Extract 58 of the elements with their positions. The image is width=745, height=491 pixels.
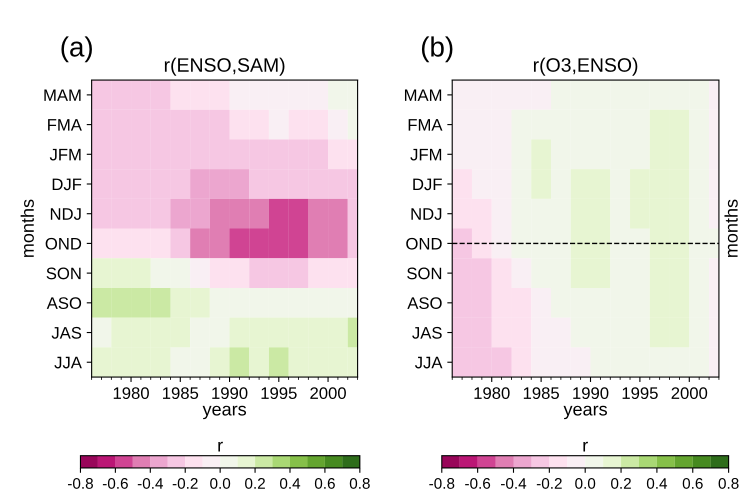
color-bar-label: 0.2 xyxy=(611,478,631,489)
y-tick-label: SON xyxy=(407,268,442,280)
y-axis-title: months xyxy=(20,200,34,257)
color-bar-label: -0.4 xyxy=(501,478,526,489)
x-tick-label: 1980 xyxy=(474,387,510,400)
color-bar-label: 0.2 xyxy=(245,478,265,489)
y-tick-label: OND xyxy=(46,238,82,250)
color-bar-label: -0.4 xyxy=(138,478,164,489)
color-bar-label: -0.2 xyxy=(172,478,198,489)
color-bar-label: 0.6 xyxy=(314,478,335,489)
color-bar-label: -0.6 xyxy=(465,478,490,489)
y-tick-label: JFM xyxy=(410,148,442,160)
color-bar-label: -0.8 xyxy=(429,478,454,489)
y-tick-label: JAS xyxy=(412,326,442,339)
y-tick-label: DJF xyxy=(413,178,442,190)
x-tick-label: 1985 xyxy=(163,387,198,400)
x-axis-title: years xyxy=(202,406,246,420)
x-tick-label: 1985 xyxy=(524,387,559,400)
y-tick-label: OND xyxy=(406,238,442,250)
color-bar-label: 0.0 xyxy=(575,478,596,489)
y-tick-label: JFM xyxy=(50,148,81,160)
y-axis-title: months xyxy=(724,200,738,257)
color-bar-label: 0.4 xyxy=(646,478,668,489)
color-bar-label: -0.6 xyxy=(102,478,128,489)
x-tick-label: 1995 xyxy=(622,387,658,400)
y-tick-label: MAM xyxy=(44,89,81,101)
y-tick-label: SON xyxy=(46,268,81,280)
text: (a) xyxy=(61,36,92,62)
y-tick-label: JJA xyxy=(414,356,442,368)
x-axis-title: years xyxy=(564,406,607,420)
y-tick-label: FMA xyxy=(48,119,82,131)
x-tick-label: 1995 xyxy=(262,387,297,400)
text: (b) xyxy=(422,36,452,62)
y-tick-label: NDJ xyxy=(50,208,81,220)
color-bar-label: 0.4 xyxy=(280,478,300,489)
x-tick-label: 2000 xyxy=(672,387,708,400)
color-bar-title: r xyxy=(218,442,223,452)
color-bar-label: 0.8 xyxy=(718,478,739,489)
y-tick-label: ASO xyxy=(407,297,442,310)
chart-title: r(ENSO,SAM) xyxy=(164,58,284,76)
x-tick-label: 1980 xyxy=(114,387,149,400)
chart-title: r(O3,ENSO) xyxy=(534,58,638,76)
color-bar-label: 0.8 xyxy=(350,478,370,489)
x-tick-label: 2000 xyxy=(310,387,346,400)
x-tick-label: 1990 xyxy=(573,387,608,400)
y-tick-label: DJF xyxy=(52,178,82,190)
color-bar-label: 0.6 xyxy=(682,478,703,489)
color-bar-title: r xyxy=(583,442,588,452)
y-tick-label: FMA xyxy=(408,119,442,131)
y-tick-label: NDJ xyxy=(411,208,442,220)
y-tick-label: JJA xyxy=(54,356,82,368)
color-bar-label: 0.0 xyxy=(210,478,230,489)
y-tick-label: MAM xyxy=(404,89,442,101)
y-tick-label: ASO xyxy=(46,297,82,310)
color-bar-label: -0.2 xyxy=(536,478,562,489)
color-bar-label: -0.8 xyxy=(68,478,93,489)
y-tick-label: JAS xyxy=(52,326,82,339)
x-tick-label: 1990 xyxy=(212,387,248,400)
